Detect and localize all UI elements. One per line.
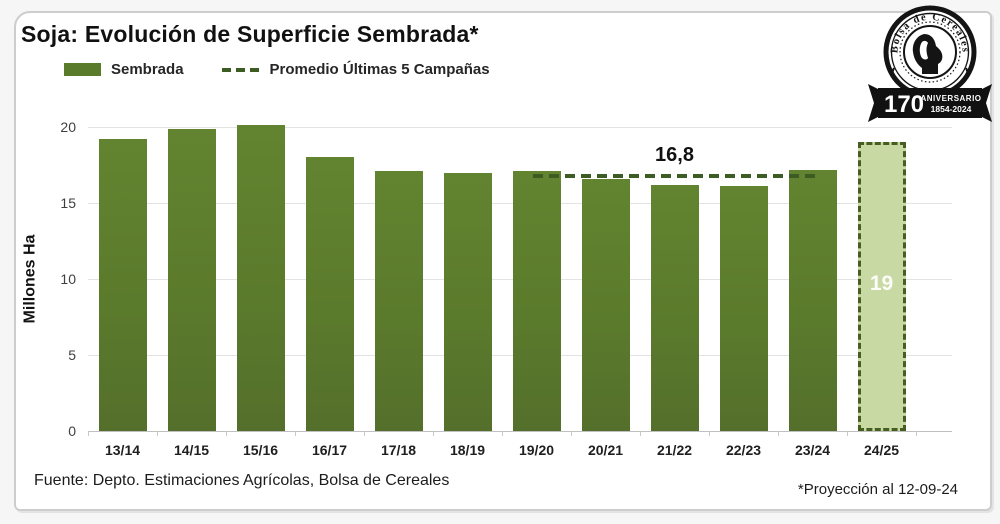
banner-word: ANIVERSARIO (920, 94, 981, 103)
gridline-20 (88, 127, 952, 128)
x-axis-tick (709, 431, 710, 436)
x-axis-tick (88, 431, 89, 436)
bar-20-21 (581, 178, 630, 431)
x-axis-label: 22/23 (725, 442, 762, 458)
average-line (532, 173, 819, 178)
bar-15-16 (236, 125, 285, 431)
bar-19-20 (512, 171, 561, 431)
bar-23-24 (788, 169, 837, 431)
x-axis-label: 23/24 (794, 442, 831, 458)
average-line-label: 16,8 (655, 143, 694, 166)
banner-number: 170 (884, 91, 924, 118)
bar-22-23 (719, 186, 768, 431)
x-axis-label: 20/21 (587, 442, 624, 458)
banner-years: 1854-2024 (931, 104, 972, 114)
bar-24-25: 19 (857, 142, 906, 431)
x-axis-label: 24/25 (863, 442, 900, 458)
x-axis-tick (157, 431, 158, 436)
footer-source: Fuente: Depto. Estimaciones Agrícolas, B… (34, 472, 450, 489)
bar-17-18 (374, 171, 423, 431)
x-axis-tick (502, 431, 503, 436)
x-axis-label: 15/16 (242, 442, 279, 458)
footer-projection-note: *Proyección al 12-09-24 (797, 481, 958, 498)
x-axis-label: 17/18 (380, 442, 417, 458)
x-axis-label: 14/15 (173, 442, 210, 458)
y-tick-label: 15 (60, 195, 76, 211)
x-axis-label: 21/22 (656, 442, 693, 458)
x-axis-tick (364, 431, 365, 436)
x-axis-label: 16/17 (311, 442, 348, 458)
x-axis-tick (847, 431, 848, 436)
legend-promedio-label: Promedio Últimas 5 Campañas (269, 61, 490, 78)
y-tick-label: 20 (60, 119, 76, 135)
y-axis-tick-labels: 0 5 10 15 20 (40, 119, 76, 439)
legend-sembrada-label: Sembrada (111, 61, 184, 78)
x-axis-tick (916, 431, 917, 436)
plot-area: 13/14 14/15 15/16 16/17 17/18 18/19 19/20 20/21… (88, 125, 952, 458)
legend-sembrada-swatch (64, 63, 101, 76)
y-tick-label: 5 (68, 347, 76, 363)
x-axis-tick (640, 431, 641, 436)
chart-legend: Sembrada Promedio Últimas 5 Campañas (64, 61, 490, 78)
x-axis-label: 18/19 (449, 442, 486, 458)
x-axis-label: 13/14 (104, 442, 141, 458)
bolsa-de-cereales-logo: Bolsa de Cereales 170 ANIVERSARIO 1854-2… (868, 5, 992, 122)
page-title: Soja: Evolución de Superficie Sembrada* (21, 21, 479, 47)
bar-18-19 (443, 172, 492, 431)
x-axis-tick (226, 431, 227, 436)
x-axis-tick (295, 431, 296, 436)
bar-21-22 (650, 184, 699, 431)
y-axis-title: Millones Ha (21, 234, 38, 324)
y-tick-label: 0 (68, 423, 76, 439)
x-axis-tick (433, 431, 434, 436)
x-axis-tick (778, 431, 779, 436)
projected-bar-value: 19 (869, 272, 894, 296)
seal-laurel-icon (891, 67, 969, 83)
bar-13-14 (98, 139, 147, 431)
x-axis-label: 19/20 (518, 442, 555, 458)
x-axis-tick (571, 431, 572, 436)
bar-14-15 (167, 128, 216, 431)
seal-profile-icon (912, 34, 943, 74)
anniversary-banner: 170 ANIVERSARIO 1854-2024 (868, 84, 992, 122)
legend-promedio-dash-icon (221, 67, 260, 72)
y-tick-label: 10 (60, 271, 76, 287)
bar-16-17 (305, 157, 354, 431)
